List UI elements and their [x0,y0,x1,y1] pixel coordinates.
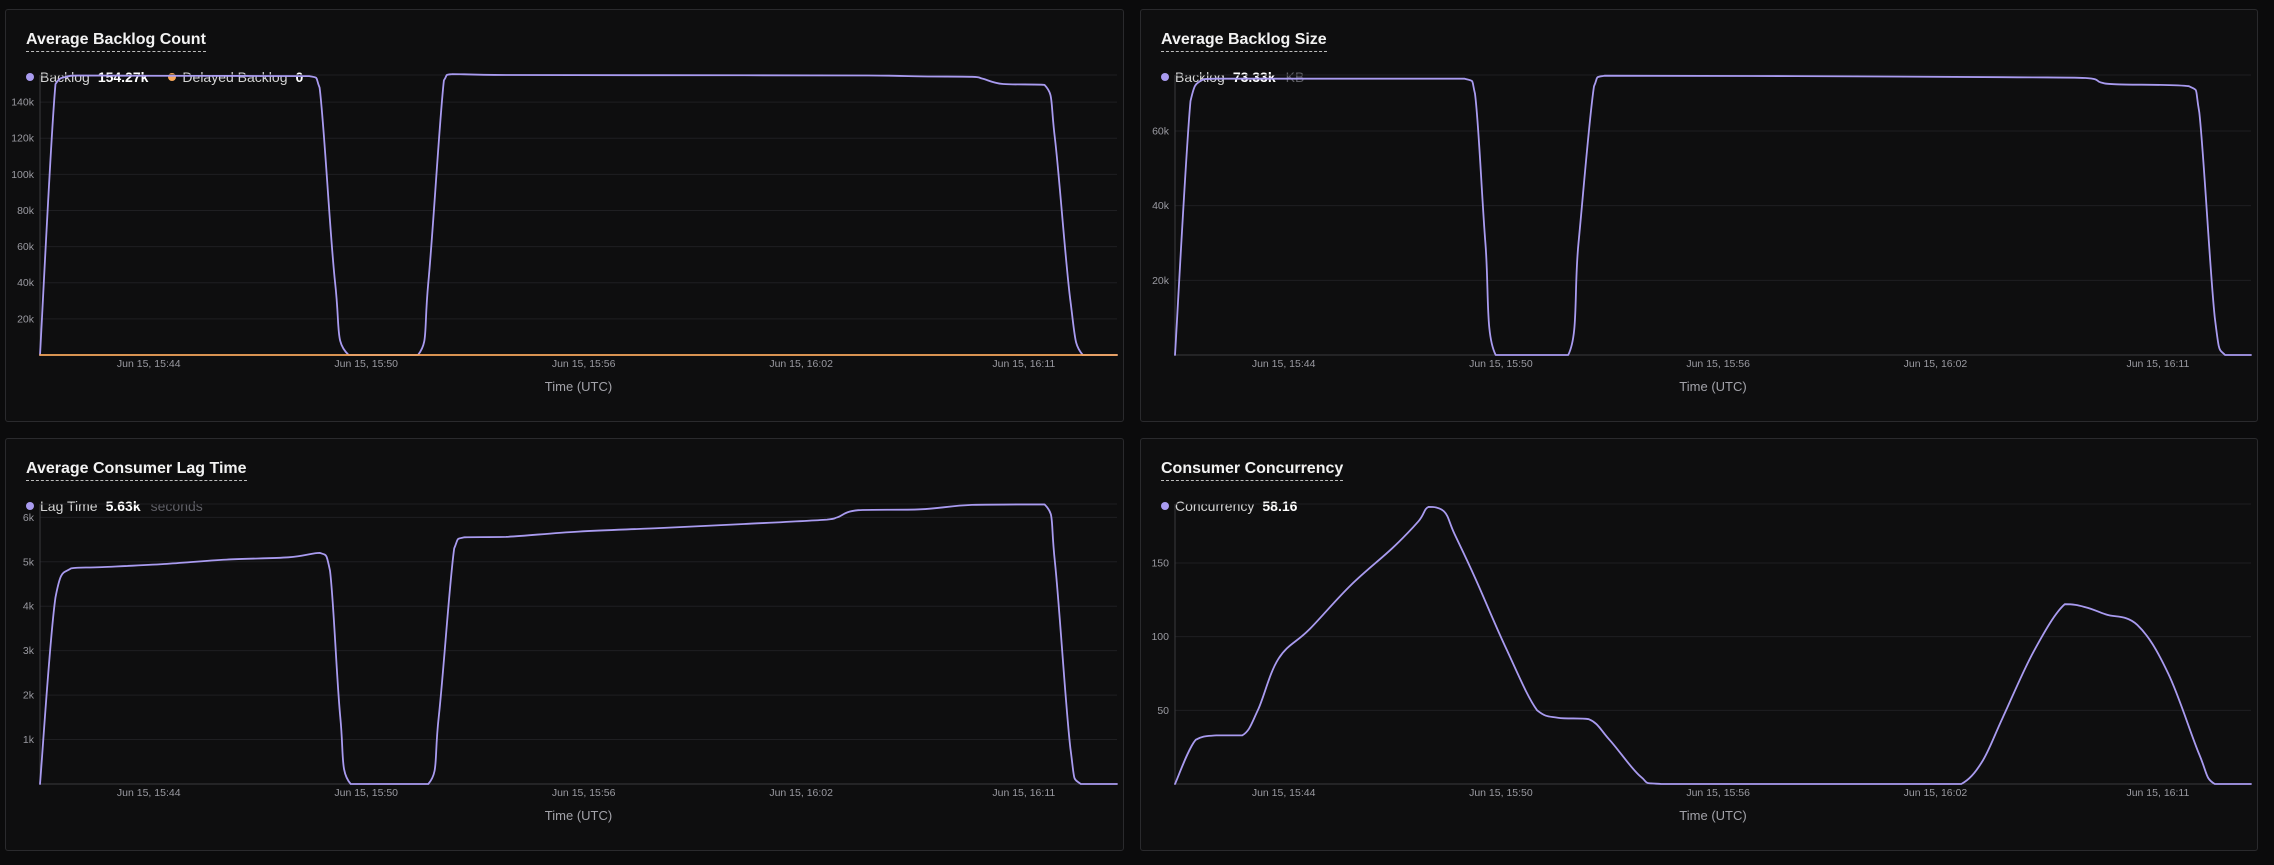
x-tick-label: Jun 15, 15:44 [117,787,181,799]
legend-value: 5.63k [105,498,141,514]
legend-unit: seconds [150,498,203,514]
series-line-backlog [1174,74,2252,356]
legend-dot-icon [1161,73,1169,81]
legend-item-lag-time[interactable]: Lag Time 5.63k seconds [26,497,203,515]
y-tick-label: 2k [23,690,35,702]
legend-value: 154.27k [97,69,149,85]
x-tick-label: Jun 15, 16:11 [2126,358,2189,370]
y-tick-label: 4k [23,601,35,613]
series-line-backlog [39,73,1118,356]
legend-dot-icon [26,502,34,510]
y-tick-label: 6k [23,512,35,524]
x-tick-label: Jun 15, 16:02 [769,787,833,799]
y-tick-label: 80k [17,205,35,217]
y-tick-label: 60k [1152,126,1170,138]
y-tick-label: 50 [1157,705,1169,717]
legend-dot-icon [26,73,34,81]
x-tick-label: Jun 15, 16:11 [2126,787,2189,799]
y-tick-label: 20k [17,313,35,325]
legend-item-concurrency[interactable]: Concurrency 58.16 [1161,497,1297,515]
x-tick-label: Jun 15, 15:44 [117,358,181,370]
chart-backlog-size: 20k 40k 60k Jun 15, 15:44 Jun 15, 15:50 Jun 1… [1152,74,2252,394]
chart-consumer-concurrency: 50 100 150 Jun 15, 15:44 Jun 15, 15:50 Jun 15… [1151,503,2252,823]
y-tick-label: 5k [23,556,35,568]
legend-name: Delayed Backlog [182,69,288,85]
panel-title[interactable]: Average Backlog Count [26,30,206,52]
y-tick-label: 40k [1152,200,1170,212]
x-axis-title: Time (UTC) [1679,808,1746,823]
y-tick-label: 20k [1152,275,1170,287]
panel-backlog-count: Average Backlog Count Backlog 154.27k De… [5,9,1124,422]
legend-item-delayed-backlog[interactable]: Delayed Backlog 0 [168,68,303,86]
chart-consumer-lag: 1k 2k 3k 4k 5k 6k Jun 15, 15:44 Jun 15, 15:50 Ju… [23,503,1118,823]
y-tick-label: 3k [23,645,35,657]
legend-item-backlog[interactable]: Backlog 73.33k KB [1161,68,1304,86]
y-tick-label: 140k [11,97,35,109]
legend-unit: KB [1285,69,1305,85]
x-tick-label: Jun 15, 15:50 [334,358,398,370]
legend: Concurrency 58.16 [1161,497,1297,515]
legend-dot-icon [168,73,177,81]
x-axis-title: Time (UTC) [545,808,612,823]
x-tick-label: Jun 15, 15:50 [1469,358,1533,370]
legend-name: Concurrency [1175,498,1255,514]
x-tick-label: Jun 15, 15:44 [1252,787,1316,799]
legend-value: 0 [295,69,304,85]
y-tick-label: 40k [17,277,35,289]
x-tick-label: Jun 15, 15:56 [1686,358,1750,370]
panel-title[interactable]: Average Consumer Lag Time [26,459,247,481]
y-tick-label: 150 [1151,557,1169,569]
panel-title[interactable]: Average Backlog Size [1161,30,1327,52]
legend-name: Lag Time [40,498,98,514]
y-tick-label: 100 [1151,631,1169,643]
y-tick-label: 60k [17,241,35,253]
x-tick-label: Jun 15, 15:50 [334,787,398,799]
x-tick-label: Jun 15, 16:11 [992,358,1055,370]
legend-value: 58.16 [1262,498,1298,514]
x-tick-label: Jun 15, 15:56 [552,358,616,370]
x-tick-label: Jun 15, 16:02 [1904,358,1968,370]
x-tick-label: Jun 15, 15:44 [1252,358,1316,370]
y-tick-label: 120k [11,133,35,145]
y-tick-label: 100k [11,169,35,181]
x-tick-label: Jun 15, 15:56 [1686,787,1750,799]
y-tick-label: 1k [23,734,35,746]
x-tick-label: Jun 15, 16:02 [769,358,833,370]
x-tick-label: Jun 15, 15:56 [552,787,616,799]
x-axis-title: Time (UTC) [1679,379,1746,394]
panel-consumer-lag: Average Consumer Lag Time Lag Time 5.63k… [5,438,1124,851]
legend: Lag Time 5.63k seconds [26,497,203,515]
panel-backlog-size: Average Backlog Size Backlog 73.33k KB 2… [1140,9,2258,422]
chart-backlog-count: 20k 40k 60k 80k 100k 120k 140k Jun 15, 15:44 Jun… [11,73,1118,394]
x-axis-title: Time (UTC) [545,379,612,394]
legend-dot-icon [1161,502,1169,510]
series-line-concurrency [1174,506,2252,785]
panel-title[interactable]: Consumer Concurrency [1161,459,1344,481]
x-tick-label: Jun 15, 16:11 [992,787,1055,799]
x-tick-label: Jun 15, 16:02 [1904,787,1968,799]
panel-consumer-concurrency: Consumer Concurrency Concurrency 58.16 5… [1140,438,2258,851]
x-tick-label: Jun 15, 15:50 [1469,787,1533,799]
legend: Backlog 73.33k KB [1161,68,1304,86]
legend-value: 73.33k [1232,69,1276,85]
legend-name: Backlog [1175,69,1225,85]
series-line-lag-time [39,503,1118,785]
